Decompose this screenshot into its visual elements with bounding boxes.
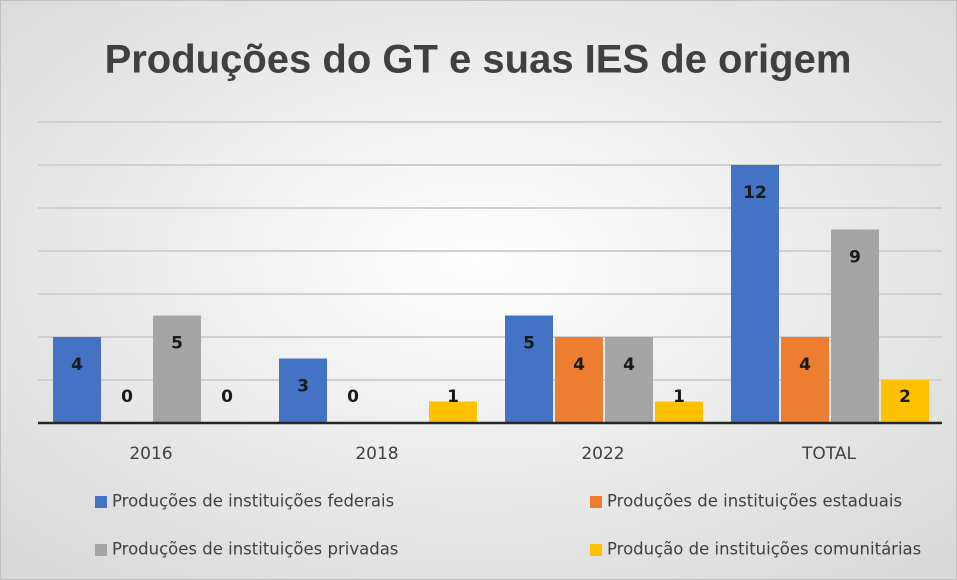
data-label: 0	[221, 387, 233, 407]
x-tick-label: 2018	[355, 444, 398, 464]
data-label: 4	[799, 355, 811, 375]
bar	[53, 337, 101, 423]
data-label: 1	[673, 387, 685, 407]
bar	[731, 165, 779, 423]
data-label: 0	[347, 387, 359, 407]
data-label: 4	[623, 355, 635, 375]
bar	[429, 401, 477, 423]
data-label: 12	[743, 183, 767, 203]
x-tick-label: TOTAL	[801, 444, 856, 464]
data-label: 9	[849, 248, 861, 268]
legend-label: Produções de instituições estaduais	[607, 492, 902, 511]
x-tick-label: 2022	[581, 444, 624, 464]
x-tick-label: 2016	[129, 444, 172, 464]
bar	[279, 358, 327, 423]
chart-title: Produções do GT e suas IES de origem	[105, 38, 852, 82]
data-label: 4	[71, 355, 83, 375]
data-label: 4	[573, 355, 585, 375]
data-label: 3	[297, 377, 309, 397]
bar	[881, 380, 929, 423]
data-label: 1	[447, 387, 459, 407]
bar	[555, 337, 603, 423]
bar	[153, 315, 201, 423]
bar	[655, 401, 703, 423]
bar	[505, 315, 553, 423]
legend-label: Produções de instituições federais	[112, 492, 394, 511]
legend-swatch	[95, 496, 107, 508]
bar	[781, 337, 829, 423]
data-label: 5	[523, 334, 535, 354]
legend-swatch	[95, 544, 107, 556]
legend-swatch	[590, 496, 602, 508]
data-label: 0	[121, 387, 133, 407]
bar	[605, 337, 653, 423]
bar	[831, 229, 879, 423]
legend-label: Produção de instituições comunitárias	[607, 540, 921, 559]
data-label: 5	[171, 334, 183, 354]
legend-label: Produções de instituições privadas	[112, 540, 398, 559]
data-label: 2	[899, 387, 911, 407]
legend-swatch	[590, 544, 602, 556]
